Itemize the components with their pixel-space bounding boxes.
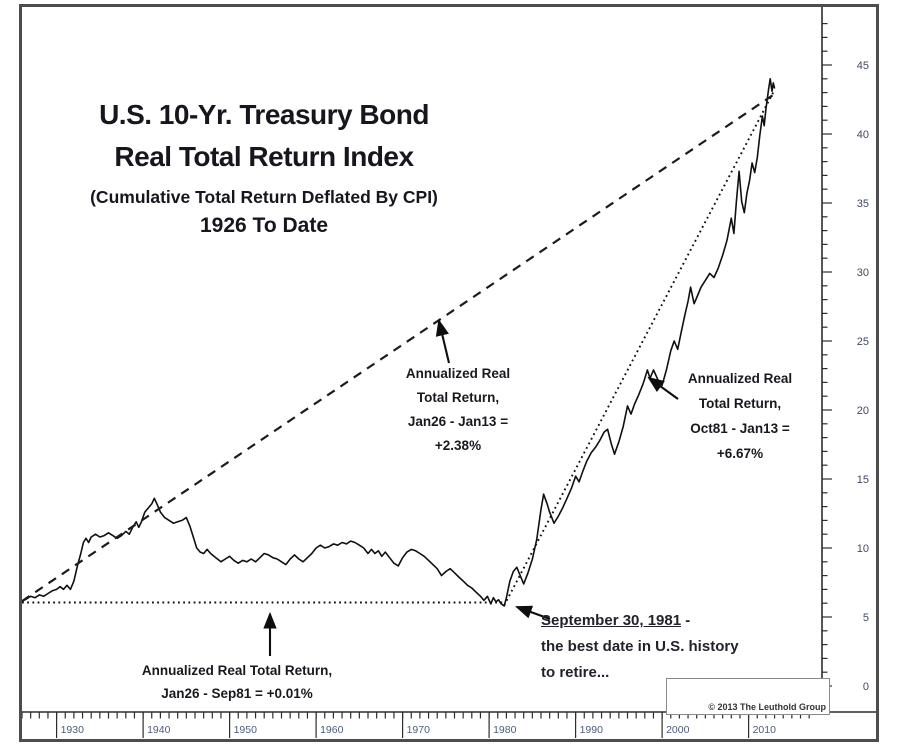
annotation-line: Total Return, [416,390,500,405]
series-dashed [21,93,776,603]
annotation-full-period-return: Annualized Real Total Return, Jan26 - Ja… [384,362,532,458]
annotation-pre-1981-return: Annualized Real Total Return, Jan26 - Se… [115,659,359,705]
svg-text:45: 45 [857,60,869,72]
annotation-line: Annualized Real Total Return, [141,663,333,678]
svg-text:1940: 1940 [147,724,171,736]
annotation-line: +2.38% [434,438,482,453]
data-series [21,78,776,607]
y-axis: 0 5 10 15 20 25 30 35 40 45 [822,23,869,693]
svg-text:0: 0 [863,681,869,693]
svg-text:20: 20 [857,405,869,417]
svg-text:25: 25 [857,336,869,348]
arrow-to-post81-line-icon [647,376,679,400]
annotation-best-retire-date: September 30, 1981 - the best date in U.… [541,608,791,686]
annotation-line: Jan26 - Sep81 = +0.01% [161,686,313,701]
svg-text:1950: 1950 [234,724,258,736]
svg-text:30: 30 [857,267,869,279]
series-solid [21,78,776,607]
title-line-1: U.S. 10-Yr. Treasury Bond [99,99,429,130]
svg-text:1980: 1980 [493,724,517,736]
svg-text:2000: 2000 [666,724,690,736]
svg-text:5: 5 [863,612,869,624]
svg-text:1990: 1990 [580,724,604,736]
svg-text:1930: 1930 [61,724,85,736]
chart-title: U.S. 10-Yr. Treasury Bond Real Total Ret… [38,94,490,241]
annotation-line: +6.67% [716,446,764,461]
svg-text:1970: 1970 [407,724,431,736]
svg-text:10: 10 [857,543,869,555]
title-subtitle: (Cumulative Total Return Deflated By CPI… [90,187,438,207]
annotation-post-1981-return: Annualized Real Total Return, Oct81 - Ja… [666,366,814,466]
svg-text:35: 35 [857,198,869,210]
annotation-line: Jan26 - Jan13 = [407,414,509,429]
annotation-line: to retire... [541,664,610,681]
annotation-line: Annualized Real [687,371,793,386]
series-dotted [503,89,776,606]
x-axis-ruler: 1930 1940 1950 1960 1970 1980 1990 2000 2010 [21,712,810,738]
retire-date-underlined: September 30, 1981 [541,612,682,629]
arrow-to-1981-low-icon [515,605,551,620]
svg-text:15: 15 [857,474,869,486]
arrow-to-dashed-trend-icon [435,318,451,364]
annotation-line: Total Return, [698,396,782,411]
annotation-line: September 30, 1981 - [541,608,791,634]
retire-date-suffix: - [681,612,691,629]
annotation-line: Annualized Real [405,366,511,381]
annotation-line: the best date in U.S. history [541,638,739,655]
annotation-arrows [263,318,679,656]
annotation-line: Oct81 - Jan13 = [690,421,790,436]
title-line-2: Real Total Return Index [114,141,414,172]
svg-text:1960: 1960 [320,724,344,736]
svg-text:40: 40 [857,129,869,141]
copyright-text: © 2013 The Leuthold Group [708,702,826,712]
title-date-range: 1926 To Date [200,214,328,237]
svg-text:2010: 2010 [753,724,777,736]
copyright-box: © 2013 The Leuthold Group [666,678,830,715]
